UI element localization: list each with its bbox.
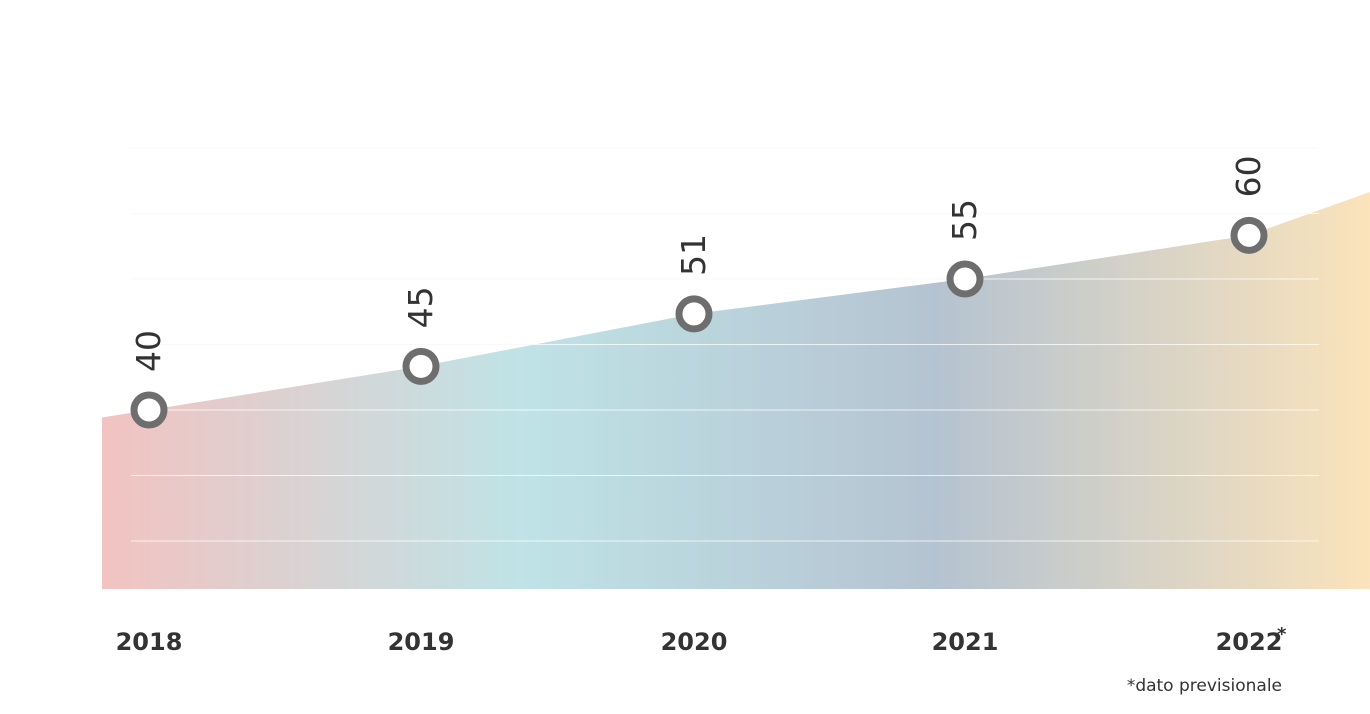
data-label: 40	[129, 330, 168, 372]
data-point-marker	[675, 295, 713, 333]
data-markers	[130, 216, 1268, 429]
data-label: 45	[401, 286, 440, 328]
data-label: 60	[1229, 155, 1268, 197]
data-point-marker	[402, 347, 440, 385]
area-fill	[102, 192, 1370, 589]
x-tick-label: 2021	[932, 628, 999, 656]
x-axis-labels: 2018 2019 2020 2021 2022*	[116, 624, 1287, 656]
data-labels: 40 45 51 55 60	[129, 155, 1268, 372]
x-tick-label: 2018	[116, 628, 183, 656]
gridlines-over-area	[131, 147, 1319, 542]
data-point-marker	[1230, 216, 1268, 254]
x-tick-label: 2020	[661, 628, 728, 656]
data-point-marker	[946, 260, 984, 298]
data-point-marker	[130, 391, 168, 429]
data-label: 51	[674, 234, 713, 276]
x-tick-label: 2019	[388, 628, 455, 656]
x-tick-label: 2022	[1216, 628, 1283, 656]
forecast-footnote: *dato previsionale	[1126, 676, 1282, 696]
x-tick-footnote-mark: *	[1277, 624, 1287, 645]
data-label: 55	[945, 199, 984, 241]
